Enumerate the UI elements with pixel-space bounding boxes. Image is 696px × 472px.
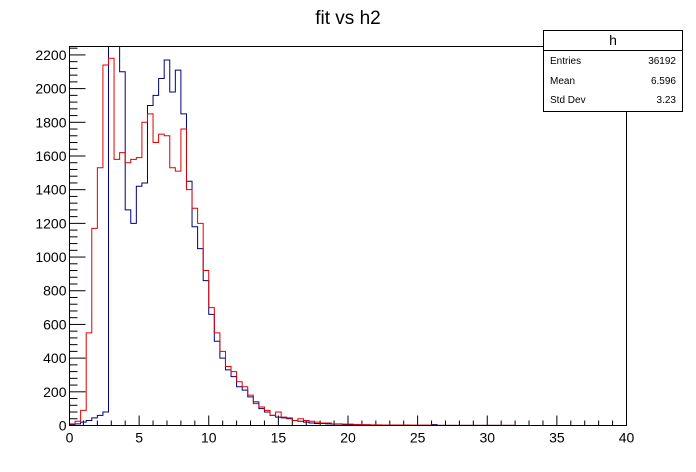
- stats-stddev-label: Std Dev: [550, 95, 586, 106]
- x-tick-label: 0: [66, 430, 74, 446]
- y-tick-label: 1600: [35, 148, 66, 164]
- y-tick-label: 1800: [35, 114, 66, 130]
- x-tick-label: 30: [479, 430, 495, 446]
- x-tick-label: 25: [410, 430, 426, 446]
- y-tick-label: 1000: [35, 249, 66, 265]
- x-tick-label: 35: [549, 430, 565, 446]
- y-tick-label: 600: [43, 316, 67, 332]
- x-tick-label: 20: [340, 430, 356, 446]
- axis-ticks: 0 5 10 15 20 25 30 35 40020040060080010001200140…: [35, 47, 634, 446]
- y-tick-label: 200: [43, 384, 67, 400]
- y-tick-label: 800: [43, 283, 67, 299]
- series-h-line: [69, 46, 627, 426]
- y-tick-label: 0: [59, 418, 67, 434]
- stats-mean-label: Mean: [550, 76, 575, 87]
- x-tick-label: 15: [271, 430, 287, 446]
- stats-entries-label: Entries: [550, 56, 581, 67]
- stats-box-title: h: [609, 32, 617, 48]
- chart-title: fit vs h2: [315, 8, 380, 29]
- series-group: [69, 46, 627, 426]
- y-tick-label: 2000: [35, 81, 66, 97]
- y-tick-label: 2200: [35, 47, 66, 63]
- x-tick-label: 5: [135, 430, 143, 446]
- stats-mean-value: 6.596: [651, 76, 676, 87]
- stats-entries-value: 36192: [648, 56, 676, 67]
- stats-box-frame: [543, 30, 683, 112]
- x-tick-label: 10: [201, 430, 217, 446]
- plot-frame: [69, 46, 627, 426]
- y-tick-label: 1400: [35, 182, 66, 198]
- stats-stddev-value: 3.23: [657, 95, 677, 106]
- stats-box: h Entries 36192 Mean 6.596 Std Dev 3.23: [543, 30, 683, 112]
- series-fit-line: [69, 57, 627, 426]
- y-tick-label: 400: [43, 350, 67, 366]
- x-tick-label: 40: [619, 430, 635, 446]
- y-tick-label: 1200: [35, 215, 66, 231]
